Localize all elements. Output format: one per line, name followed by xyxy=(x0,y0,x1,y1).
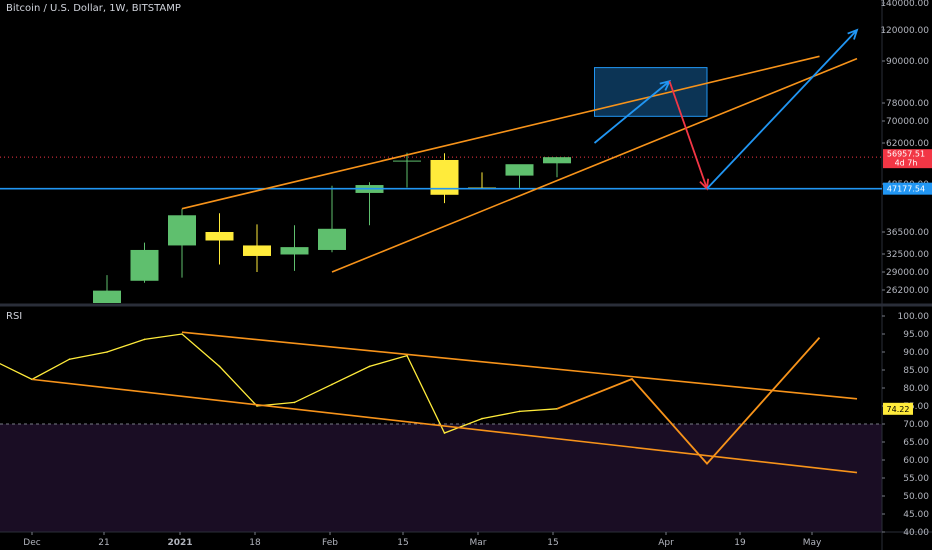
wedge-upper-line xyxy=(181,55,820,210)
rsi-point xyxy=(68,358,71,361)
current-price-countdown: 4d 7h xyxy=(895,159,918,168)
rsi-point xyxy=(181,333,183,335)
time-tick-label: 21 xyxy=(98,538,109,548)
price-tick-label: 78000.00 xyxy=(886,99,929,109)
rsi-point xyxy=(443,432,446,434)
rsi-tick-label: 100.00 xyxy=(898,312,930,322)
wedge-lower-line xyxy=(331,57,858,273)
rsi-title: RSI xyxy=(6,311,23,322)
rsi-tick-label: 75.00 xyxy=(903,402,929,412)
price-tick-label: 90000.00 xyxy=(886,57,929,67)
symbol-title: Bitcoin / U.S. Dollar, 1W, BITSTAMP xyxy=(6,3,181,14)
arrow-drop xyxy=(668,80,708,189)
rsi-oversold-zone xyxy=(0,424,882,532)
price-tick-label: 29000.00 xyxy=(886,268,929,278)
rsi-tick-label: 50.00 xyxy=(903,492,929,502)
rsi-tick-label: 90.00 xyxy=(903,348,929,358)
price-tick-label: 70000.00 xyxy=(886,117,929,127)
price-tick-label: 140000.00 xyxy=(880,0,929,9)
candle-body xyxy=(280,247,309,255)
rsi-point xyxy=(106,351,108,353)
rsi-point xyxy=(518,410,521,413)
rsi-point xyxy=(143,338,146,341)
price-tick-label: 32500.00 xyxy=(886,250,929,260)
arrow-rally-1 xyxy=(593,80,671,144)
price-tick-label: 62000.00 xyxy=(886,139,929,149)
current-price-tag xyxy=(883,149,932,169)
candle-body xyxy=(393,160,421,162)
time-tick-label: Dec xyxy=(23,538,40,548)
price-tick-label: 120000.00 xyxy=(880,26,929,36)
rsi-tick-label: 70.00 xyxy=(903,420,929,430)
rsi-point xyxy=(331,383,333,386)
candle-body xyxy=(430,159,459,195)
time-tick-label: Mar xyxy=(470,538,487,548)
candle-body xyxy=(243,245,271,256)
arrow-rally-2-head xyxy=(847,28,859,40)
rsi-tick-label: 60.00 xyxy=(903,456,929,466)
rsi-line xyxy=(0,333,558,434)
time-tick-label: 19 xyxy=(734,538,746,548)
time-tick-label: 2021 xyxy=(167,538,192,548)
rsi-point xyxy=(218,365,221,368)
candle-body xyxy=(93,290,121,303)
candle-body xyxy=(205,232,234,241)
price-tick-label: 36500.00 xyxy=(886,228,929,238)
support-price-value: 47177.54 xyxy=(887,185,925,194)
time-tick-label: 15 xyxy=(547,538,558,548)
rsi-tick-label: 55.00 xyxy=(903,474,929,484)
time-tick-label: May xyxy=(803,538,822,548)
candle-body xyxy=(543,157,571,164)
rsi-layer xyxy=(0,331,858,474)
rsi-value-label: 74.22 xyxy=(887,405,910,414)
candle-body xyxy=(505,164,534,176)
time-tick-label: 18 xyxy=(249,538,261,548)
rsi-point xyxy=(368,365,371,368)
rsi-value-tag xyxy=(883,402,913,415)
rsi-point xyxy=(481,417,483,420)
support-price-tag xyxy=(883,182,932,195)
target-zone-box xyxy=(594,67,708,117)
rsi-point xyxy=(293,401,296,404)
time-tick-label: Feb xyxy=(322,538,338,548)
candle-body xyxy=(318,228,346,250)
rsi-projection-line xyxy=(556,337,821,465)
rsi-lower-trendline xyxy=(31,378,858,474)
rsi-tick-label: 95.00 xyxy=(903,330,929,340)
candle-body xyxy=(130,249,159,281)
rsi-tick-label: 40.00 xyxy=(903,528,929,538)
rsi-tick-label: 85.00 xyxy=(903,366,929,376)
rsi-tick-label: 80.00 xyxy=(903,384,929,394)
time-tick-label: Apr xyxy=(658,538,674,548)
price-layer xyxy=(0,28,882,303)
rsi-upper-trendline xyxy=(181,331,858,400)
rsi-tick-label: 45.00 xyxy=(903,510,929,520)
price-tick-label: 26200.00 xyxy=(886,286,929,296)
current-price-value: 56957.51 xyxy=(887,150,925,159)
rsi-tick-label: 65.00 xyxy=(903,438,929,448)
candle-body xyxy=(168,215,196,246)
arrow-rally-2 xyxy=(706,29,858,190)
time-tick-label: 15 xyxy=(397,538,408,548)
